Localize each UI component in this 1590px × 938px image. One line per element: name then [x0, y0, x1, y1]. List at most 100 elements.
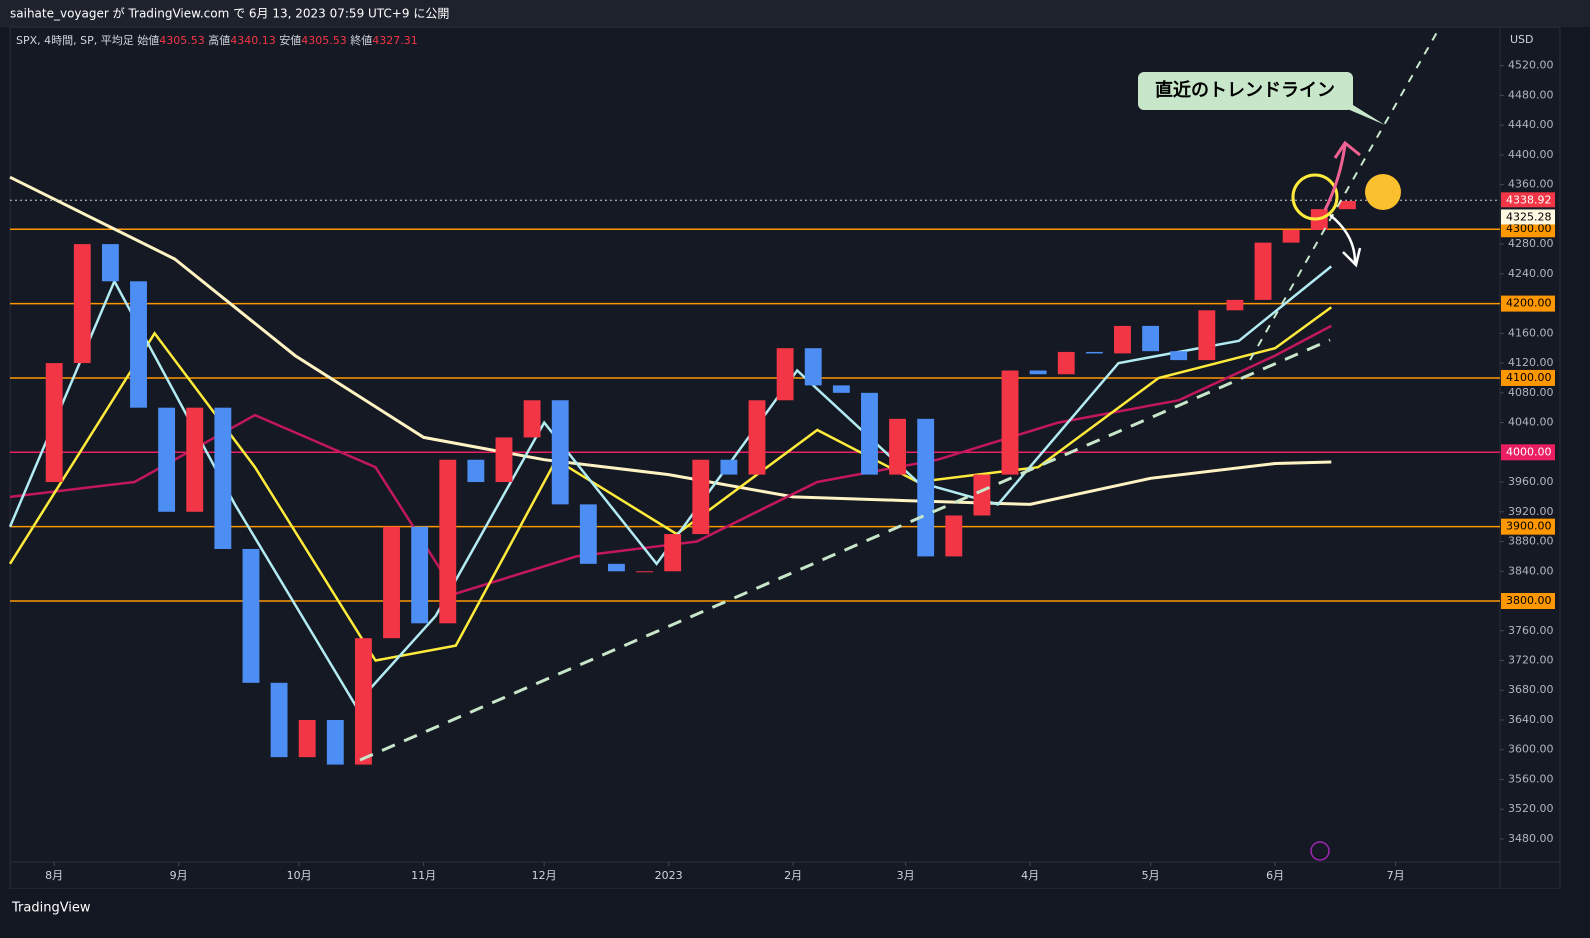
y-tick-label: 4480.00 — [1508, 88, 1554, 101]
candle — [748, 400, 766, 475]
candle — [214, 407, 232, 549]
x-tick-label: 2023 — [655, 869, 683, 882]
trend-line — [359, 338, 1331, 762]
level-label: 3900.00 — [1506, 520, 1552, 533]
header-bar — [0, 0, 1590, 27]
y-tick-label: 3760.00 — [1508, 624, 1554, 637]
level-label: 4000.00 — [1506, 445, 1552, 458]
footer-bar — [0, 889, 1590, 938]
level-label-box — [1501, 593, 1555, 610]
candle — [298, 719, 316, 758]
candle — [130, 281, 147, 408]
candle — [889, 418, 907, 475]
candle — [45, 363, 63, 483]
candle — [551, 400, 569, 505]
level-label: 3800.00 — [1506, 594, 1552, 607]
candle — [186, 407, 204, 512]
legend-open_label: 始値 — [137, 33, 159, 47]
candle — [636, 571, 653, 573]
candle — [804, 348, 822, 386]
candle — [945, 515, 963, 557]
price-label: 4338.92 — [1506, 193, 1552, 206]
legend-high: 4340.13 — [230, 34, 276, 47]
x-tick-label: 6月 — [1266, 869, 1284, 882]
caption: saihate_voyager が TradingView.com で 6月 1… — [10, 6, 449, 21]
candle — [270, 682, 288, 758]
y-tick-label: 4520.00 — [1508, 59, 1554, 72]
level-label: 4300.00 — [1506, 222, 1552, 235]
legend-open: 4305.53 — [159, 34, 205, 47]
legend-close: 4327.31 — [372, 34, 418, 47]
legend-symbol: SPX, 4時間, SP, 平均足 — [16, 33, 134, 47]
candle — [1085, 351, 1103, 354]
currency: USD — [1510, 33, 1534, 46]
candle — [158, 407, 176, 512]
candle — [664, 534, 682, 572]
candle — [467, 459, 485, 483]
y-tick-label: 3560.00 — [1508, 772, 1554, 785]
candle — [776, 348, 794, 401]
y-tick-label: 3520.00 — [1508, 802, 1554, 815]
y-tick-label: 3680.00 — [1508, 683, 1554, 696]
candle — [973, 474, 991, 516]
level-label: 4100.00 — [1506, 371, 1552, 384]
moving-average — [9, 324, 1332, 596]
x-tick-label: 10月 — [287, 869, 312, 882]
x-tick-label: 9月 — [170, 869, 188, 882]
candle — [579, 504, 597, 564]
candle — [326, 719, 344, 765]
candle — [832, 385, 850, 393]
plot-frame — [9, 26, 1561, 890]
level-label-box — [1501, 518, 1555, 535]
candle — [439, 459, 457, 624]
event-icon — [1310, 841, 1330, 861]
candle — [917, 418, 935, 557]
y-tick-label: 3600.00 — [1508, 743, 1554, 756]
x-tick-label: 5月 — [1142, 869, 1160, 882]
down-arrow — [1329, 214, 1362, 268]
candle — [1282, 229, 1300, 243]
candle — [101, 244, 119, 282]
x-tick-label: 2月 — [784, 869, 802, 882]
candle — [1198, 310, 1216, 361]
candle — [692, 459, 710, 535]
y-tick-label: 4440.00 — [1508, 118, 1554, 131]
legend-low: 4305.53 — [301, 34, 347, 47]
candle — [720, 459, 738, 475]
y-tick-label: 4080.00 — [1508, 386, 1554, 399]
y-tick-label: 4400.00 — [1508, 148, 1554, 161]
candle — [1001, 370, 1019, 475]
x-tick-label: 8月 — [45, 869, 63, 882]
level-label-box — [1501, 369, 1555, 386]
y-tick-label: 3920.00 — [1508, 505, 1554, 518]
x-tick-label: 3月 — [897, 869, 915, 882]
x-tick-label: 11月 — [411, 869, 436, 882]
y-tick-label: 3640.00 — [1508, 713, 1554, 726]
level-label-box — [1501, 221, 1555, 238]
y-tick-label: 4160.00 — [1508, 326, 1554, 339]
y-tick-label: 3880.00 — [1508, 535, 1554, 548]
x-tick-label: 12月 — [532, 869, 557, 882]
y-tick-label: 3720.00 — [1508, 653, 1554, 666]
legend-high_label: 高値 — [208, 33, 230, 47]
level-label-box — [1501, 444, 1555, 461]
legend-close_label: 終値 — [350, 34, 372, 47]
candle — [1170, 351, 1188, 361]
y-tick-label: 3960.00 — [1508, 475, 1554, 488]
candle — [1226, 299, 1244, 311]
candle — [354, 638, 372, 765]
candle — [411, 526, 429, 624]
emoji — [1365, 174, 1401, 210]
candle — [608, 563, 625, 572]
moving-average — [9, 175, 1332, 506]
candle — [1142, 325, 1160, 352]
x-tick-label: 7月 — [1387, 869, 1405, 882]
candle — [861, 392, 878, 475]
level-label-box — [1501, 295, 1555, 312]
candle — [73, 244, 91, 364]
level-label: 4200.00 — [1506, 297, 1552, 310]
moving-average — [8, 265, 1333, 708]
highlight-circle — [1291, 173, 1339, 221]
candle — [1114, 325, 1131, 354]
